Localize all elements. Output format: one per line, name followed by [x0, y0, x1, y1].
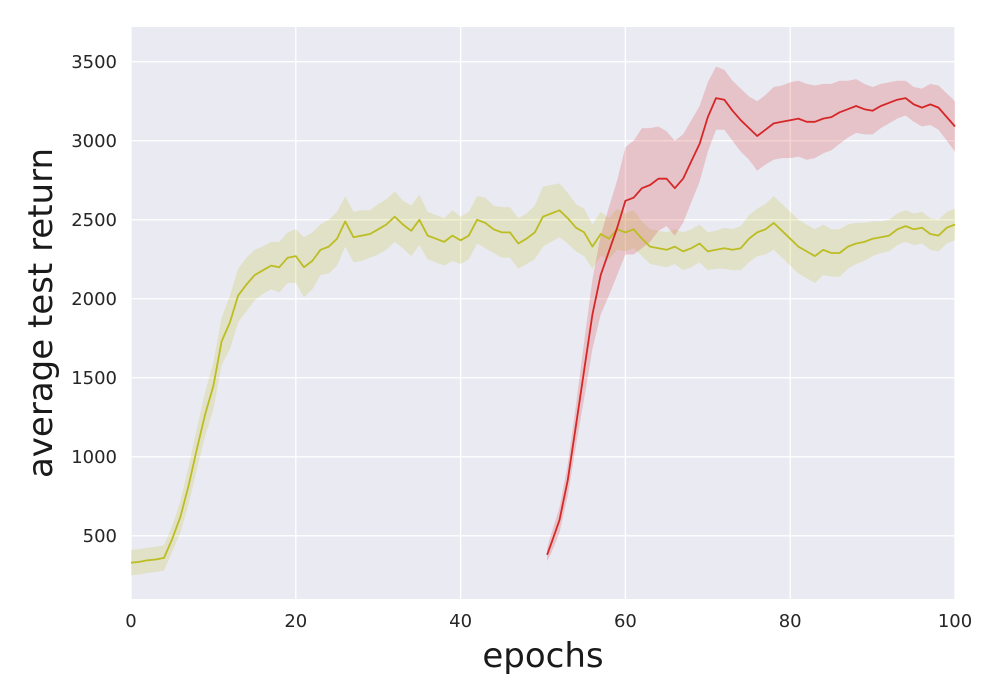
x-tick-label: 100 [938, 611, 972, 632]
tick-labels: 0 20 40 60 80 100 500 1000 1500 2000 2500 3000 3500 [71, 52, 972, 632]
series-lines [130, 97, 956, 564]
confidence-bands [131, 66, 955, 576]
x-tick-label: 60 [614, 611, 637, 632]
y-tick-label: 2500 [71, 210, 117, 231]
x-tick-label: 20 [284, 611, 307, 632]
x-tick-label: 80 [779, 611, 802, 632]
series-2-line [546, 97, 956, 556]
x-tick-label: 0 [125, 611, 136, 632]
series-1-band [131, 183, 955, 576]
series-1-line [130, 209, 956, 564]
grid [130, 27, 956, 599]
y-axis-label: average test return [21, 148, 61, 478]
series-2-band [547, 66, 955, 562]
y-tick-label: 1500 [71, 368, 117, 389]
x-tick-label: 40 [449, 611, 472, 632]
y-tick-label: 2000 [71, 289, 117, 310]
y-tick-label: 3500 [71, 52, 117, 73]
y-tick-label: 3000 [71, 131, 117, 152]
y-tick-label: 1000 [71, 447, 117, 468]
y-tick-label: 500 [83, 526, 117, 547]
plot-background [131, 27, 955, 599]
x-axis-label: epochs [482, 636, 603, 676]
